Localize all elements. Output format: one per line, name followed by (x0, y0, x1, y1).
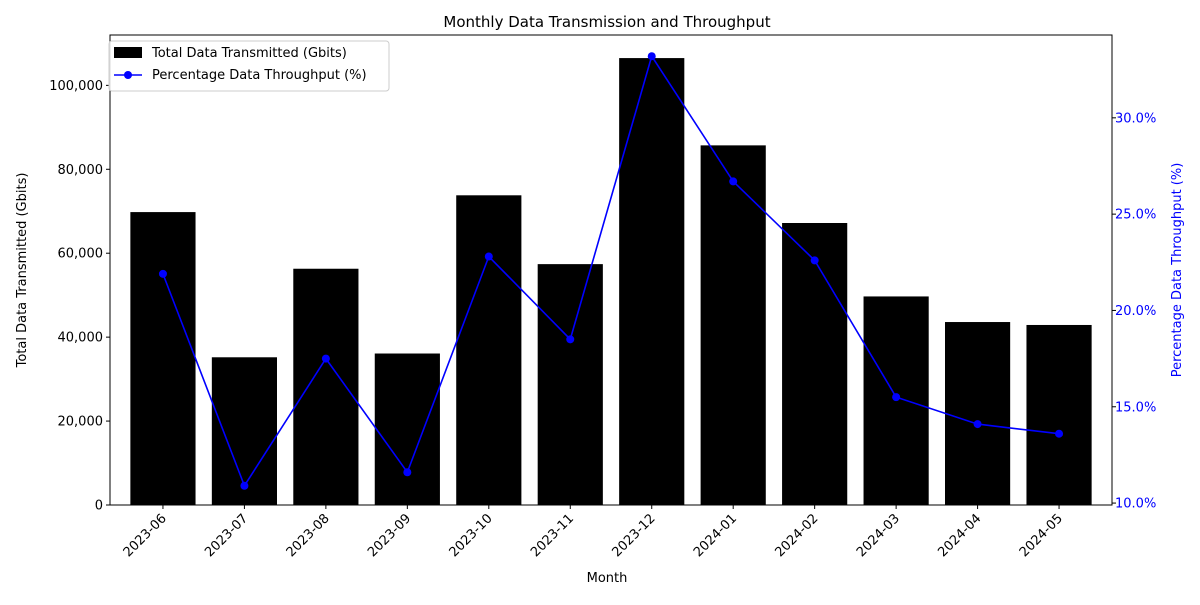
line-point (810, 256, 819, 265)
x-tick-label: 2023-07 (202, 511, 251, 560)
legend-swatch-marker (124, 71, 132, 79)
line-point (240, 481, 249, 490)
x-tick-label: 2023-11 (528, 511, 577, 560)
right-tick-label: 30.0% (1115, 111, 1156, 126)
chart-title: Monthly Data Transmission and Throughput (443, 13, 770, 31)
x-tick-label: 2023-10 (447, 511, 496, 560)
left-tick-label: 60,000 (58, 247, 104, 262)
line-point (892, 393, 901, 402)
right-tick-label: 15.0% (1115, 400, 1156, 415)
x-tick-label: 2024-01 (691, 511, 740, 560)
bar (782, 223, 848, 505)
left-tick-label: 40,000 (58, 331, 104, 346)
line-point (484, 252, 493, 261)
line-point (729, 177, 738, 186)
bar (374, 353, 440, 505)
x-tick-label: 2023-08 (284, 511, 333, 560)
left-tick-label: 0 (95, 499, 103, 514)
line-point (647, 52, 656, 61)
right-tick-label: 25.0% (1115, 208, 1156, 223)
left-axis-label: Total Data Transmitted (Gbits) (15, 173, 30, 369)
line-point (321, 354, 330, 363)
bar (619, 58, 685, 506)
x-tick-label: 2024-03 (854, 511, 903, 560)
legend-label-line: Percentage Data Throughput (%) (152, 68, 367, 83)
line-point (973, 420, 982, 429)
line-point (566, 335, 575, 344)
left-tick-label: 20,000 (58, 415, 104, 430)
x-tick-label: 2024-04 (935, 511, 984, 560)
left-axis-ticks: 0 20,000 40,000 60,000 80,000 100,000 (49, 79, 110, 514)
right-axis-ticks: 10.0% 15.0% 20.0% 25.0% 30.0% (1112, 111, 1156, 512)
bar (945, 322, 1011, 505)
x-tick-label: 2024-02 (772, 511, 821, 560)
x-tick-label: 2023-06 (121, 511, 170, 560)
line-point (403, 468, 412, 477)
x-tick-label: 2023-12 (610, 511, 659, 560)
legend: Total Data Transmitted (Gbits) Percentage… (108, 40, 390, 92)
legend-swatch-bar (114, 47, 142, 58)
bar (456, 195, 522, 505)
line-series (158, 52, 1064, 490)
right-tick-label: 10.0% (1115, 497, 1156, 512)
throughput-line (162, 54, 1060, 488)
x-axis-label: Month (587, 571, 628, 586)
bar (1026, 324, 1092, 505)
x-tick-label: 2023-09 (365, 511, 414, 560)
bar-series (130, 58, 1092, 506)
legend-label-bar: Total Data Transmitted (Gbits) (151, 46, 347, 61)
bar (700, 145, 766, 505)
line-point (1055, 429, 1064, 438)
axes (109, 34, 1113, 506)
right-tick-label: 20.0% (1115, 304, 1156, 319)
left-tick-label: 80,000 (58, 163, 104, 178)
bar (537, 264, 603, 505)
line-point (158, 269, 167, 278)
x-tick-label: 2024-05 (1017, 511, 1066, 560)
bar (293, 268, 359, 505)
legend-box (108, 40, 390, 92)
bar (130, 212, 196, 505)
left-tick-label: 100,000 (49, 79, 103, 94)
right-axis-label: Percentage Data Throughput (%) (1170, 163, 1185, 378)
plot-frame (109, 34, 1113, 506)
x-axis-ticks: 2023-06 2023-07 2023-08 2023-09 2023-10 2023-… (121, 505, 1066, 560)
